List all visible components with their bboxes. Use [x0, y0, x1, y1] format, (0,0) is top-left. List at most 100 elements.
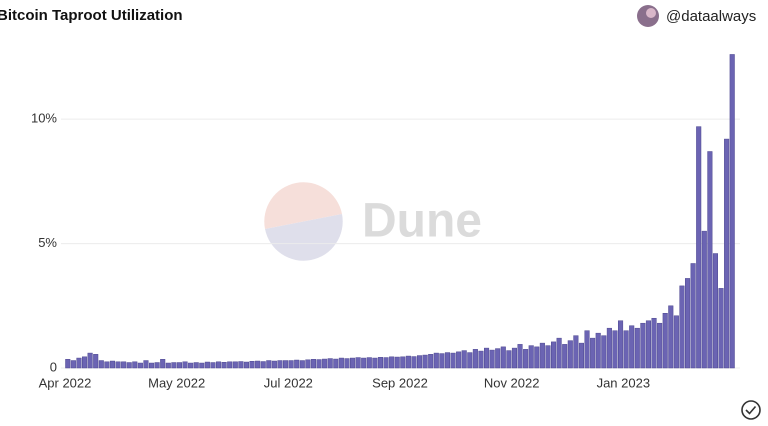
bar: [523, 349, 529, 369]
bar: [372, 357, 378, 369]
bar: [126, 362, 132, 369]
bar: [506, 350, 512, 369]
author-handle: @dataalways: [666, 8, 756, 25]
y-tick-label: 10%: [31, 111, 57, 126]
bar: [405, 355, 411, 369]
bar: [115, 361, 121, 369]
bar: [299, 360, 305, 369]
bar: [87, 352, 93, 369]
bar: [668, 305, 674, 369]
bar: [243, 361, 250, 369]
bar: [511, 347, 518, 369]
bar: [149, 362, 155, 369]
bar: [400, 356, 406, 369]
bar: [188, 362, 194, 369]
bar: [266, 360, 272, 369]
bar: [489, 349, 495, 369]
x-tick-label: May 2022: [148, 375, 205, 390]
bar: [109, 360, 115, 369]
bar: [567, 340, 573, 369]
bar: [344, 358, 350, 369]
y-tick-label: 0: [50, 359, 57, 374]
bar: [461, 350, 467, 369]
bar: [121, 361, 127, 369]
bar: [690, 263, 696, 369]
bar: [645, 320, 652, 369]
bar: [696, 126, 702, 369]
bar: [718, 288, 724, 369]
bar: [472, 349, 478, 369]
bar: [283, 360, 289, 369]
bar: [350, 357, 356, 369]
bar: [484, 347, 490, 369]
svg-text:Dune: Dune: [362, 195, 482, 248]
bar: [590, 337, 596, 369]
bar: [255, 360, 261, 369]
bar: [724, 138, 730, 369]
bar: [104, 361, 110, 369]
bar: [456, 351, 462, 369]
bar: [355, 357, 361, 369]
bar: [673, 315, 679, 369]
bar: [216, 361, 222, 369]
bar: [160, 359, 166, 369]
bar: [467, 352, 473, 369]
chart-title: Bitcoin Taproot Utilization: [0, 7, 183, 24]
bar: [556, 337, 562, 369]
bar: [82, 356, 88, 369]
bar: [662, 313, 668, 369]
bar: [439, 353, 445, 369]
watermark: Dune: [264, 182, 482, 261]
bar: [394, 356, 400, 369]
bar: [411, 356, 417, 369]
bar: [238, 361, 244, 369]
bar: [651, 317, 657, 369]
bar: [366, 357, 372, 369]
x-tick-label: Apr 2022: [39, 375, 92, 390]
bar: [277, 360, 283, 369]
bar: [361, 357, 367, 369]
bar: [98, 360, 104, 369]
author-avatar: [637, 5, 659, 27]
bar: [227, 361, 233, 369]
bar: [76, 357, 82, 369]
bar: [204, 361, 210, 369]
bar: [657, 322, 663, 369]
bar: [679, 285, 685, 369]
bar: [629, 325, 635, 369]
bar: [707, 151, 713, 369]
check-icon[interactable]: [741, 400, 761, 420]
bar: [70, 360, 76, 369]
bar: [444, 352, 450, 369]
bar: [137, 362, 143, 369]
bar: [377, 357, 383, 369]
bar: [93, 354, 99, 369]
y-tick-label: 5%: [38, 235, 57, 250]
bar: [210, 362, 216, 369]
bar: [584, 330, 590, 369]
bar: [176, 362, 183, 369]
bar: [534, 346, 540, 369]
bar: [640, 322, 646, 369]
bar: [685, 278, 691, 369]
bar: [260, 361, 266, 369]
bar: [327, 358, 333, 369]
bar: [322, 358, 328, 369]
bar: [450, 352, 456, 369]
bar: [495, 348, 501, 369]
bar: [539, 342, 545, 369]
bar: [199, 362, 205, 369]
bar: [310, 359, 316, 369]
bar: [528, 345, 534, 369]
bar: [595, 332, 601, 369]
bar: [65, 359, 71, 369]
bar: [623, 330, 629, 369]
bar: [221, 362, 227, 369]
bar: [428, 354, 434, 369]
bar: [271, 360, 277, 369]
bar: [154, 362, 160, 369]
bar: [383, 357, 389, 369]
bar: [389, 356, 395, 369]
bar: [305, 359, 311, 369]
bar: [712, 253, 719, 369]
